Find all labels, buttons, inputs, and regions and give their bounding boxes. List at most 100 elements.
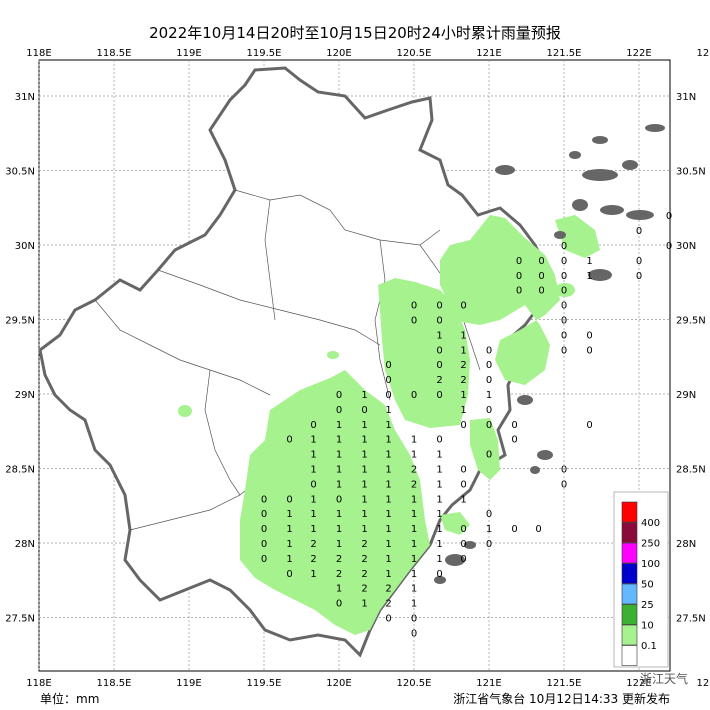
lon-label: 120E [326, 678, 351, 689]
rainfall-value: 1 [411, 554, 417, 565]
legend-label: 25 [641, 600, 654, 611]
rainfall-value: 2 [361, 569, 367, 580]
rainfall-value: 0 [586, 420, 592, 431]
rainfall-value: 0 [666, 241, 672, 252]
lon-label: 119E [176, 48, 201, 59]
rainfall-value: 0 [561, 479, 567, 490]
rainfall-value: 0 [261, 509, 267, 520]
rainfall-value: 1 [385, 494, 391, 505]
rainfall-value: 0 [436, 301, 442, 312]
rainfall-value: 0 [286, 569, 292, 580]
rainfall-value: 0 [561, 465, 567, 476]
color-legend: 400 250 100 50 25 10 0.1 [613, 491, 669, 668]
rainfall-value: 1 [411, 450, 417, 461]
rainfall-value: 1 [411, 584, 417, 595]
rainfall-value: 2 [411, 465, 417, 476]
lon-label: 122E [626, 678, 651, 689]
lat-label: 30.5N [5, 167, 35, 178]
rainfall-value: 0 [460, 301, 466, 312]
rainfall-value: 0 [561, 345, 567, 356]
legend-label: 400 [641, 518, 660, 529]
lon-label: 119.5E [247, 678, 282, 689]
rainfall-value: 2 [411, 479, 417, 490]
rainfall-value: 0 [516, 256, 522, 267]
rainfall-value: 1 [286, 509, 292, 520]
rainfall-value: 1 [336, 435, 342, 446]
lon-label: 121.5E [547, 678, 582, 689]
rainfall-value: 0 [460, 524, 466, 535]
rainfall-value: 0 [361, 405, 367, 416]
lon-label: 122.5E [697, 678, 710, 689]
legend-label: 10 [641, 621, 654, 632]
lat-label: 31N [676, 92, 696, 103]
lon-label: 118E [26, 48, 51, 59]
rainfall-value: 1 [486, 390, 492, 401]
rainfall-value: 1 [336, 465, 342, 476]
rainfall-value: 1 [486, 524, 492, 535]
rainfall-value: 0 [460, 539, 466, 550]
rainfall-value: 1 [436, 450, 442, 461]
rainfall-value: 0 [561, 316, 567, 327]
lon-label: 121E [476, 678, 501, 689]
rainfall-value: 1 [385, 524, 391, 535]
lon-label: 122.5E [697, 48, 710, 59]
rainfall-value: 1 [361, 465, 367, 476]
rainfall-value: 1 [436, 509, 442, 520]
rainfall-value: 2 [460, 360, 466, 371]
lon-label: 121.5E [547, 48, 582, 59]
legend-label: 0.1 [641, 641, 657, 652]
rainfall-value: 0 [460, 465, 466, 476]
rainfall-value: 0 [511, 524, 517, 535]
rainfall-value: 1 [586, 271, 592, 282]
rainfall-value: 1 [436, 554, 442, 565]
lat-label: 28N [676, 539, 696, 550]
rainfall-value: 0 [666, 211, 672, 222]
rainfall-value: 1 [436, 330, 442, 341]
rainfall-value: 0 [411, 390, 417, 401]
rainfall-value: 1 [361, 479, 367, 490]
rainfall-value: 1 [336, 539, 342, 550]
rainfall-value: 1 [310, 509, 316, 520]
rainfall-value: 1 [336, 524, 342, 535]
rainfall-value: 1 [361, 435, 367, 446]
rainfall-value: 0 [486, 420, 492, 431]
rainfall-value: 0 [385, 614, 391, 625]
lat-label: 27.5N [5, 614, 35, 625]
rainfall-value: 0 [411, 628, 417, 639]
rainfall-value: 0 [586, 345, 592, 356]
rainfall-value: 1 [336, 450, 342, 461]
rainfall-value: 0 [385, 360, 391, 371]
rainfall-value: 1 [460, 390, 466, 401]
lat-label: 28N [15, 539, 35, 550]
rainfall-value: 1 [385, 539, 391, 550]
rain-area-light [178, 215, 600, 635]
lat-label: 30N [676, 241, 696, 252]
rainfall-value: 0 [486, 360, 492, 371]
rainfall-value: 1 [436, 465, 442, 476]
lat-label: 31N [15, 92, 35, 103]
lon-label: 119.5E [247, 48, 282, 59]
rainfall-value: 0 [538, 286, 544, 297]
rainfall-value: 1 [385, 450, 391, 461]
rainfall-value: 1 [436, 539, 442, 550]
rainfall-value: 2 [436, 375, 442, 386]
rainfall-value: 0 [460, 554, 466, 565]
lat-label: 28.5N [676, 465, 706, 476]
rainfall-value: 1 [436, 479, 442, 490]
rainfall-value: 0 [460, 479, 466, 490]
rainfall-value: 0 [411, 614, 417, 625]
rainfall-value: 1 [411, 524, 417, 535]
rainfall-value: 1 [460, 405, 466, 416]
rainfall-value: 2 [385, 584, 391, 595]
rainfall-value: 0 [436, 345, 442, 356]
rainfall-value: 1 [361, 599, 367, 610]
rainfall-value: 1 [286, 524, 292, 535]
lon-label: 118.5E [97, 48, 132, 59]
rainfall-value: 0 [336, 390, 342, 401]
rainfall-value: 2 [361, 584, 367, 595]
rainfall-value: 1 [310, 569, 316, 580]
rainfall-value: 1 [411, 539, 417, 550]
rainfall-value: 2 [336, 569, 342, 580]
